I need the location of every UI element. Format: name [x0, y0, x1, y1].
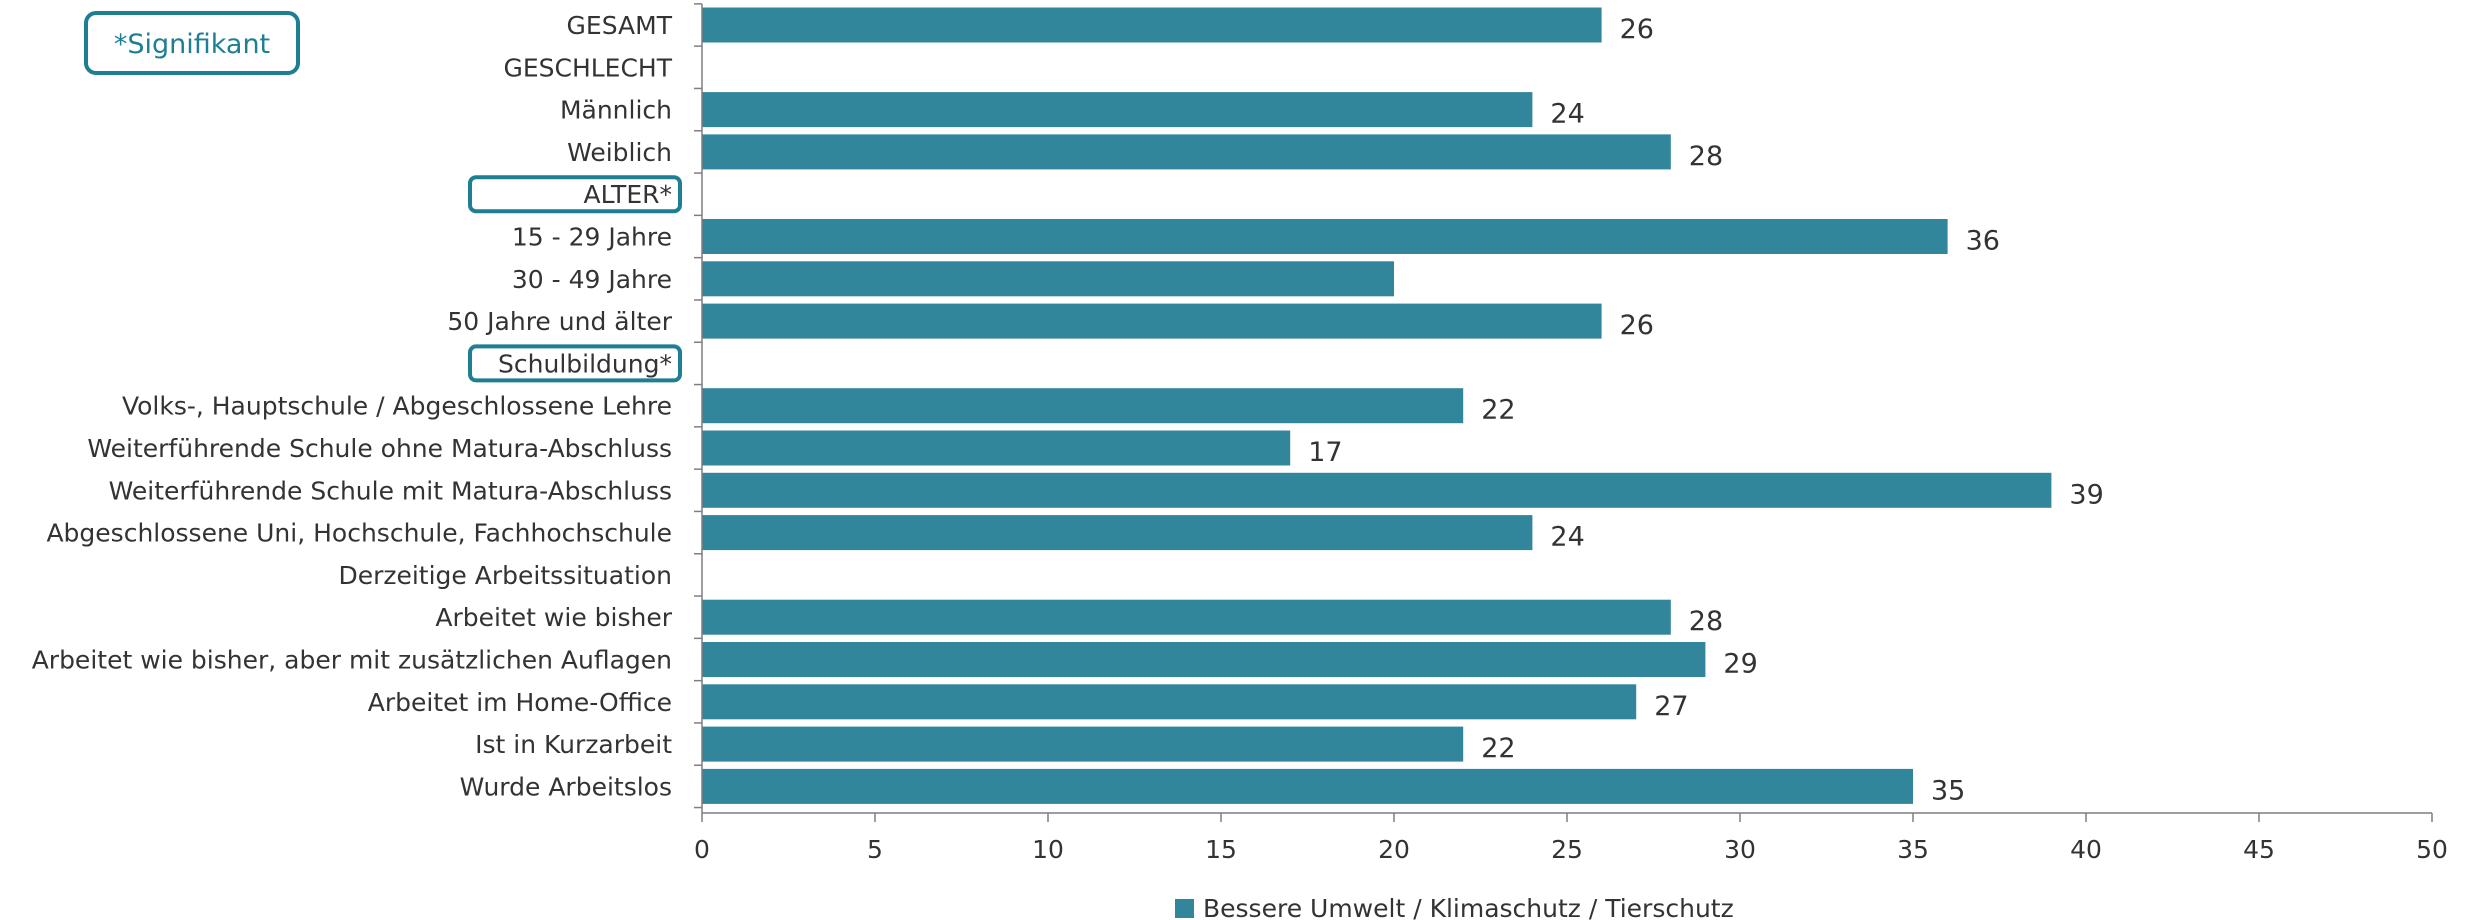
bar-wurde-arbeitslos	[702, 768, 1913, 804]
x-tick-label: 15	[1205, 835, 1237, 864]
bar-15-29-jahre	[702, 219, 1948, 254]
bar-arbeitet-wie-bisher-aber-mit-zusätzlichen-auflagen	[702, 642, 1706, 677]
bar-gesamt	[702, 7, 1602, 43]
value-label-arbeitet-im-home-office: 27	[1654, 691, 1688, 722]
value-label-50-jahre-und-älter: 26	[1620, 310, 1654, 341]
axes: 0 5 10 15 20 25 30 35 40 45 50	[694, 3, 2448, 864]
category-label-ist-in-kurzarbeit: Ist in Kurzarbeit	[475, 730, 672, 759]
value-label-weiblich: 28	[1689, 141, 1723, 172]
x-tick-label: 25	[1551, 835, 1583, 864]
highlight-box-alter	[468, 175, 682, 214]
bar-weiblich	[702, 134, 1671, 170]
value-label-arbeitet-wie-bisher: 28	[1689, 606, 1723, 637]
category-label-gesamt: GESAMT	[567, 11, 673, 40]
value-label-arbeitet-wie-bisher-aber-mit-zusätzlichen-auflagen: 29	[1723, 649, 1757, 680]
category-label-15-29-jahre: 15 - 29 Jahre	[512, 223, 672, 252]
significance-note-text: *Signifikant	[114, 29, 270, 60]
bar-30-49-jahre	[702, 261, 1394, 297]
category-labels: GESAMT GESCHLECHT Männlich Weiblich ALTER* 15…	[32, 11, 673, 801]
category-label-abgeschlossene-uni-hochschule-fachhochschule: Abgeschlossene Uni, Hochschule, Fachhoch…	[46, 519, 672, 548]
legend: Bessere Umwelt / Klimaschutz / Tierschut…	[1175, 894, 1734, 920]
value-label-wurde-arbeitslos: 35	[1931, 775, 1965, 806]
category-label-50-jahre-und-älter: 50 Jahre und älter	[447, 307, 672, 336]
highlight-boxes	[468, 175, 682, 383]
category-label-schulbildung: Schulbildung*	[498, 349, 672, 378]
value-label-weiterführende-schule-ohne-matura-abschluss: 17	[1308, 437, 1342, 468]
value-label-15-29-jahre: 36	[1966, 226, 2000, 257]
value-label-volks-hauptschule-abgeschlossene-lehre: 22	[1481, 395, 1515, 426]
bar-50-jahre-und-älter	[702, 303, 1602, 339]
category-label-alter: ALTER*	[583, 180, 672, 209]
value-label-ist-in-kurzarbeit: 22	[1481, 733, 1515, 764]
value-label-gesamt: 26	[1620, 14, 1654, 45]
category-label-arbeitet-wie-bisher-aber-mit-zusätzlichen-auflagen: Arbeitet wie bisher, aber mit zusätzlich…	[32, 646, 672, 675]
x-tick-label: 0	[694, 835, 710, 864]
x-tick-label: 30	[1724, 835, 1756, 864]
bar-abgeschlossene-uni-hochschule-fachhochschule	[702, 515, 1533, 551]
bar-ist-in-kurzarbeit	[702, 726, 1464, 762]
x-tick-label: 35	[1897, 835, 1929, 864]
category-label-30-49-jahre: 30 - 49 Jahre	[512, 265, 672, 294]
x-tick-label: 40	[2070, 835, 2102, 864]
x-tick-label: 20	[1378, 835, 1410, 864]
bar-männlich	[702, 92, 1533, 128]
bar-volks-hauptschule-abgeschlossene-lehre	[702, 388, 1464, 424]
x-tick-label: 45	[2243, 835, 2275, 864]
x-tick-label: 10	[1032, 835, 1064, 864]
x-tick-label: 50	[2416, 835, 2448, 864]
bar-arbeitet-im-home-office	[702, 684, 1637, 720]
highlight-box-schulbildung	[468, 344, 682, 383]
category-label-arbeitet-im-home-office: Arbeitet im Home-Office	[368, 688, 672, 717]
category-label-derzeitige-arbeitssituation: Derzeitige Arbeitssituation	[338, 561, 672, 590]
category-label-wurde-arbeitslos: Wurde Arbeitslos	[460, 772, 672, 801]
bars	[702, 7, 2052, 804]
category-label-volks-hauptschule-abgeschlossene-lehre: Volks-, Hauptschule / Abgeschlossene Leh…	[122, 392, 672, 421]
value-label-abgeschlossene-uni-hochschule-fachhochschule: 24	[1550, 522, 1584, 553]
legend-swatch	[1175, 899, 1194, 918]
category-label-weiterführende-schule-ohne-matura-abschluss: Weiterführende Schule ohne Matura-Abschl…	[87, 434, 672, 463]
bar-weiterführende-schule-ohne-matura-abschluss	[702, 430, 1291, 466]
legend-label: Bessere Umwelt / Klimaschutz / Tierschut…	[1203, 894, 1734, 920]
category-label-geschlecht: GESCHLECHT	[503, 53, 672, 82]
value-label-männlich: 24	[1550, 99, 1584, 130]
bar-arbeitet-wie-bisher	[702, 599, 1671, 635]
category-label-männlich: Männlich	[560, 96, 672, 125]
x-tick-label: 5	[867, 835, 883, 864]
significance-note-box	[84, 11, 300, 75]
value-label-weiterführende-schule-mit-matura-abschluss: 39	[2069, 479, 2103, 510]
category-label-arbeitet-wie-bisher: Arbeitet wie bisher	[435, 603, 672, 632]
significance-note: *Signifikant	[84, 11, 300, 75]
bar-weiterführende-schule-mit-matura-abschluss	[702, 472, 2052, 508]
category-label-weiterführende-schule-mit-matura-abschluss: Weiterführende Schule mit Matura-Abschlu…	[109, 476, 672, 505]
category-label-weiblich: Weiblich	[567, 138, 672, 167]
